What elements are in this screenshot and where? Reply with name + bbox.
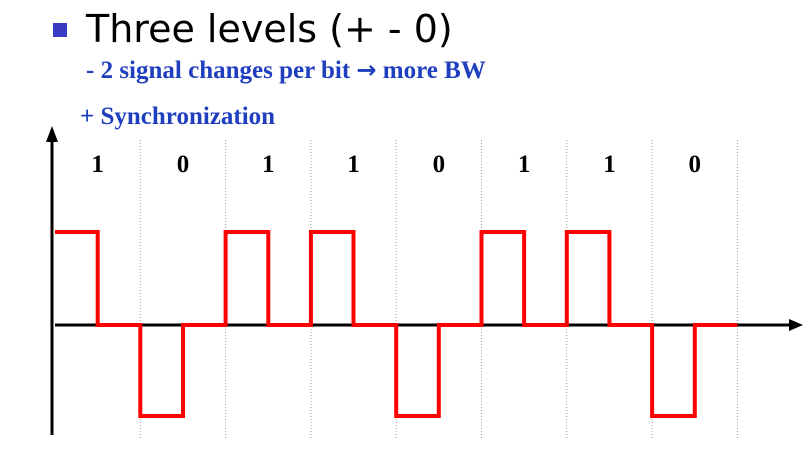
right-arrow-icon: →	[356, 56, 377, 84]
subtitle-line: - 2 signal changes per bit → more BW	[86, 55, 486, 86]
bit-label: 1	[518, 151, 531, 178]
signal-waveform	[55, 230, 738, 418]
bit-label: 1	[262, 151, 275, 178]
bit-label: 1	[347, 151, 360, 178]
bit-label: 0	[177, 151, 190, 178]
bit-label: 0	[689, 151, 702, 178]
slide-title: Three levels (+ - 0)	[86, 7, 453, 51]
subtitle-prefix: - 2 signal changes per bit	[86, 57, 351, 84]
y-axis-arrowhead	[46, 126, 58, 142]
bit-label: 1	[603, 151, 616, 178]
bullet-square-icon	[53, 23, 67, 37]
x-axis-arrowhead	[789, 319, 803, 331]
bit-label: 1	[91, 151, 104, 178]
subtitle-suffix: more BW	[382, 57, 486, 84]
sync-note: + Synchronization	[80, 103, 276, 130]
bit-label: 0	[433, 151, 446, 178]
